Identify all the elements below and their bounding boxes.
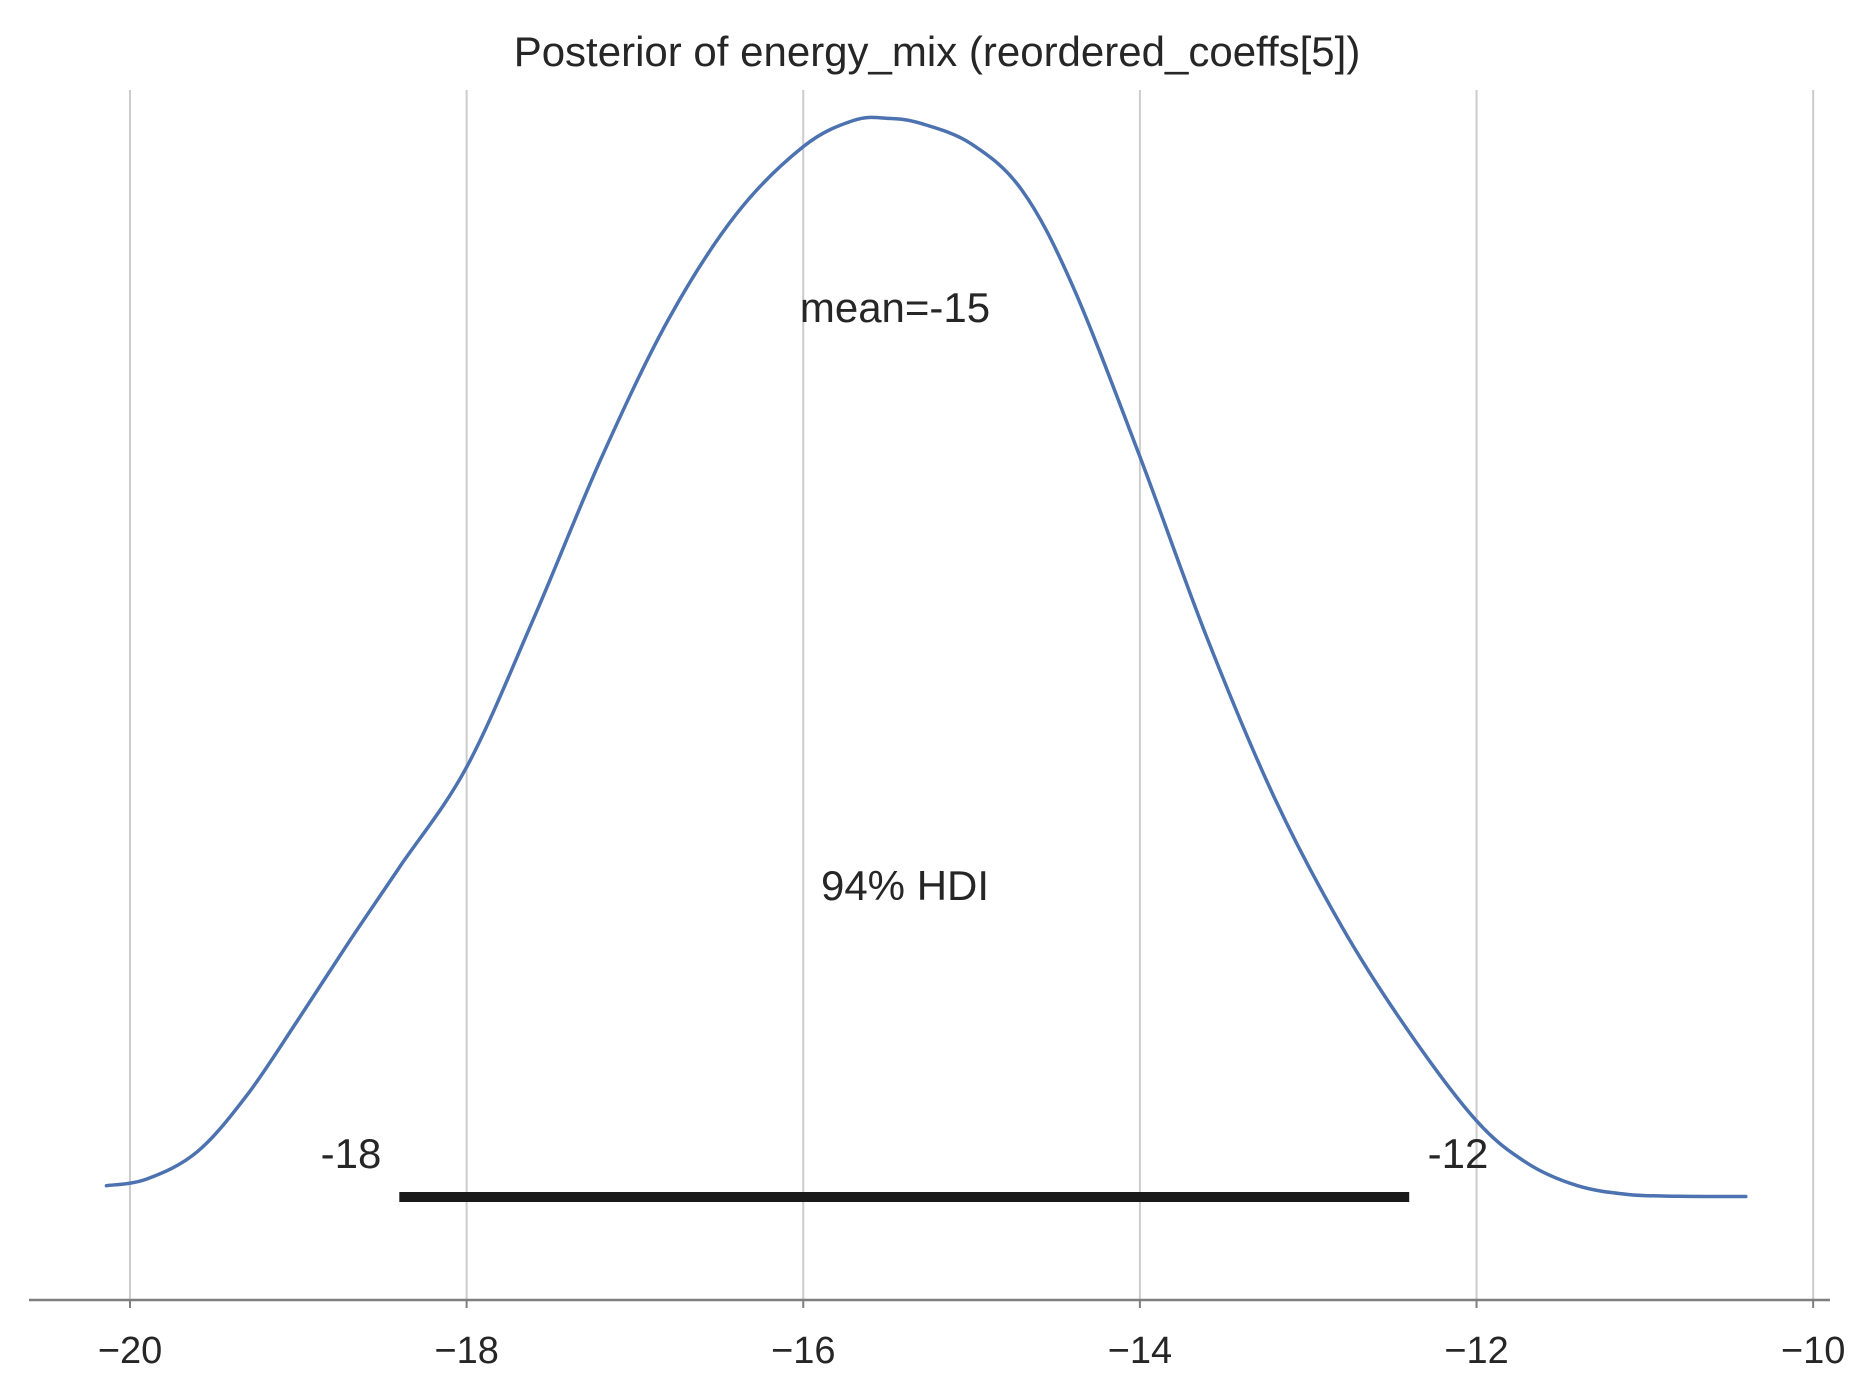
- x-tick-label: −12: [1444, 1330, 1508, 1372]
- chart-title: Posterior of energy_mix (reordered_coeff…: [514, 28, 1361, 75]
- x-tick-label: −18: [434, 1330, 498, 1372]
- mean-annotation: mean=-15: [800, 284, 990, 331]
- hdi-upper-label: -12: [1428, 1130, 1489, 1177]
- hdi-lower-label: -18: [321, 1130, 382, 1177]
- x-tick-label: −16: [771, 1330, 835, 1372]
- grid-lines: [128, 90, 1815, 1300]
- x-tick-label: −20: [98, 1330, 162, 1372]
- x-axis: −20 −18 −16 −14 −12 −10: [29, 1298, 1845, 1372]
- data-layer: [104, 115, 1748, 1203]
- kde-curve: [104, 115, 1748, 1199]
- x-tick-label: −10: [1781, 1330, 1845, 1372]
- x-tick-label: −14: [1108, 1330, 1172, 1372]
- hdi-label: 94% HDI: [821, 862, 989, 909]
- annotations: Posterior of energy_mix (reordered_coeff…: [321, 28, 1489, 1177]
